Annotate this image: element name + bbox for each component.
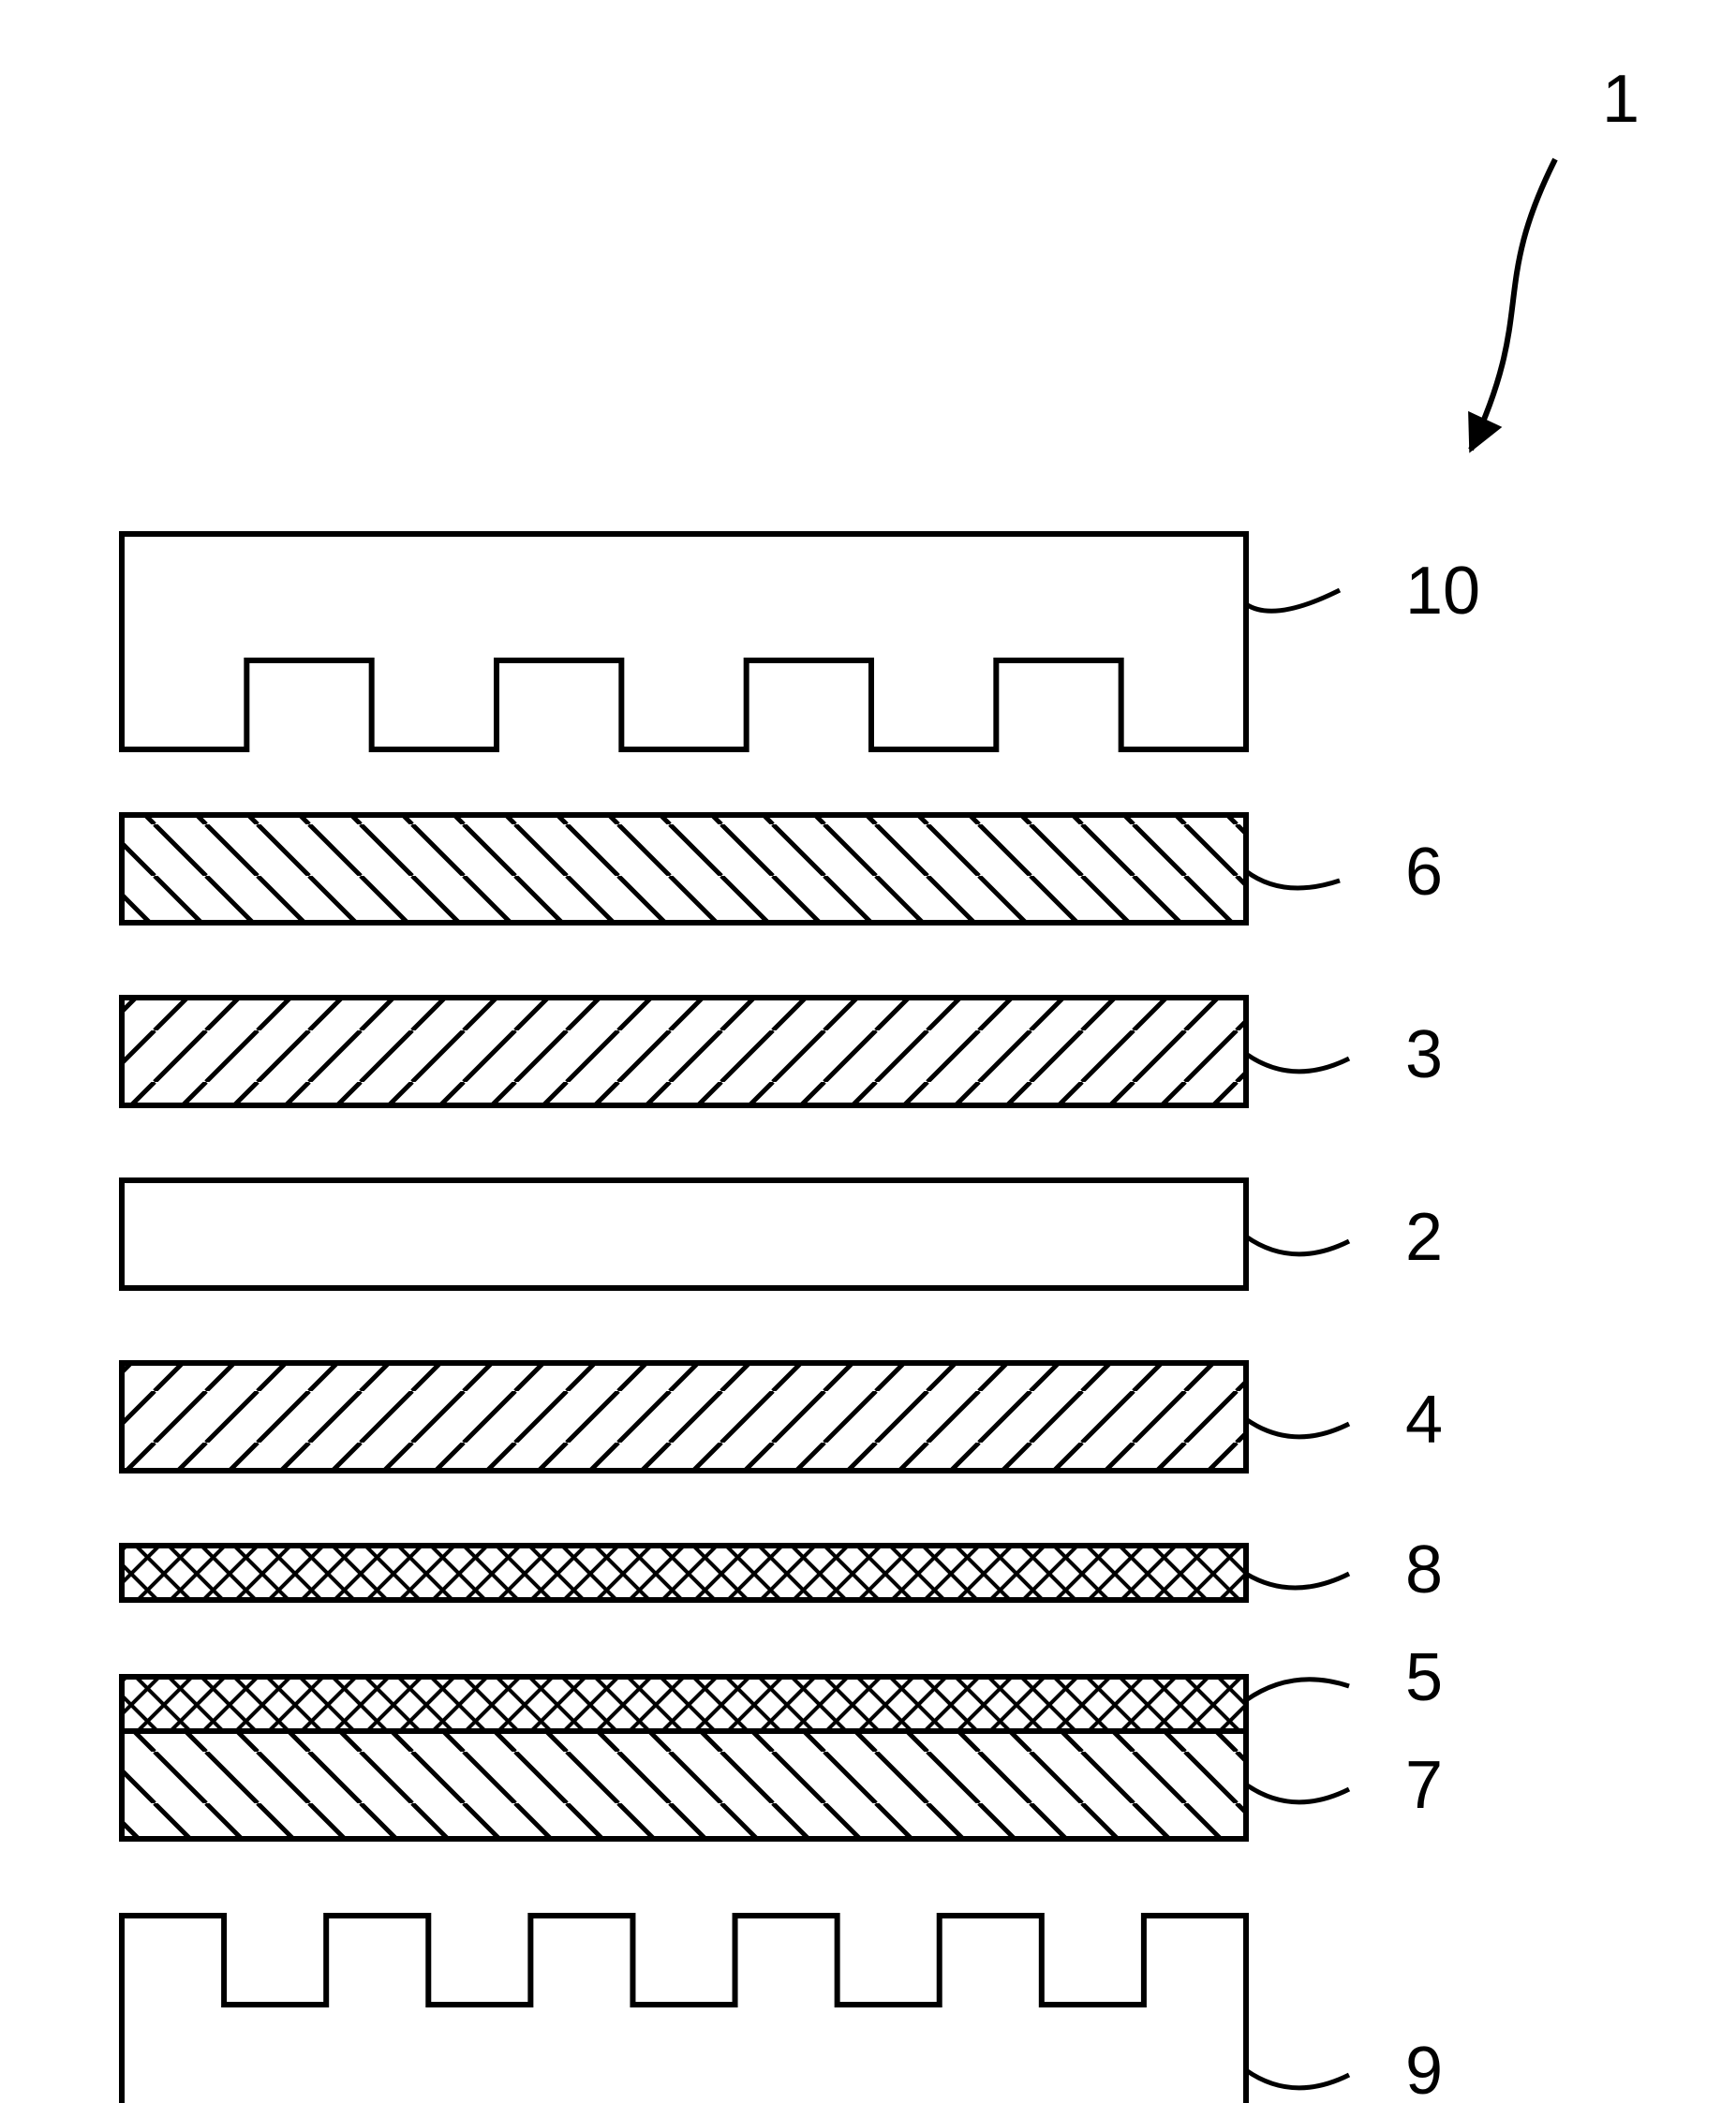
layer-10-label: 10 (1405, 554, 1480, 629)
layer-7-label: 7 (1405, 1748, 1443, 1823)
layer-7 (122, 1731, 1246, 1839)
layer-4 (122, 1363, 1246, 1471)
assembly-label: 1 (1602, 62, 1640, 137)
layer-3 (122, 998, 1246, 1105)
layer-5 (122, 1677, 1246, 1731)
layer-6 (122, 815, 1246, 923)
layer-2-label: 2 (1405, 1200, 1443, 1275)
layer-9-label: 9 (1405, 2034, 1443, 2103)
layer-3-label: 3 (1405, 1017, 1443, 1092)
layer-2 (122, 1180, 1246, 1288)
layer-6-label: 6 (1405, 835, 1443, 910)
layer-8 (122, 1546, 1246, 1600)
layer-4-label: 4 (1405, 1383, 1443, 1458)
exploded-layer-diagram: 10 6 3 2 4 8 5 7 9 1 (0, 0, 1736, 2103)
layer-8-label: 8 (1405, 1533, 1443, 1607)
layer-5-label: 5 (1405, 1640, 1443, 1715)
